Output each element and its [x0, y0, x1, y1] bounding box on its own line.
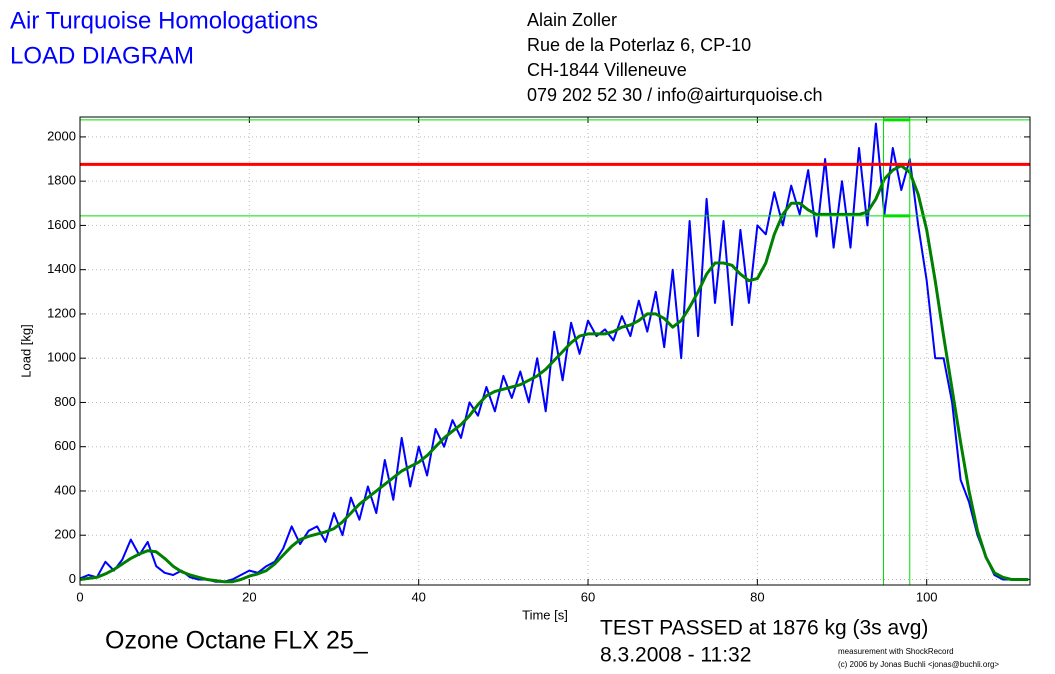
y-axis-label: Load [kg] — [18, 324, 33, 378]
title: Air Turquoise Homologations — [10, 7, 318, 34]
y-tick-label: 0 — [69, 571, 76, 586]
result: TEST PASSED at 1876 kg (3s avg) — [600, 617, 928, 640]
date: 8.3.2008 - 11:32 — [600, 644, 751, 667]
plot-area — [80, 117, 1030, 585]
credit: (c) 2006 by Jonas Buchli <jonas@buchli.o… — [838, 660, 999, 669]
model: Ozone Octane FLX 25_ — [105, 627, 369, 655]
x-tick-label: 20 — [242, 589, 256, 604]
x-tick-label: 0 — [76, 589, 83, 604]
y-tick-label: 200 — [54, 527, 76, 542]
x-axis-label: Time [s] — [522, 607, 568, 622]
x-tick-label: 60 — [581, 589, 595, 604]
address-line: Rue de la Poterlaz 6, CP-10 — [527, 35, 751, 55]
credit: measurement with ShockRecord — [838, 647, 954, 656]
y-tick-label: 600 — [54, 438, 76, 453]
y-tick-label: 1000 — [47, 350, 76, 365]
x-tick-label: 80 — [750, 589, 764, 604]
plot-frame — [79, 116, 1031, 586]
series-line — [79, 164, 1029, 584]
address-line: 079 202 52 30 / info@airturquoise.ch — [527, 85, 822, 105]
x-tick-label: 100 — [916, 589, 938, 604]
y-tick-label: 1800 — [47, 173, 76, 188]
address-line: CH-1844 Villeneuve — [527, 60, 687, 80]
y-tick-label: 1200 — [47, 305, 76, 320]
y-tick-label: 1600 — [47, 217, 76, 232]
y-tick-label: 1400 — [47, 261, 76, 276]
y-tick-label: 400 — [54, 482, 76, 497]
x-tick-label: 40 — [411, 589, 425, 604]
address-line: Alain Zoller — [527, 10, 617, 30]
series-line — [79, 122, 1029, 583]
y-tick-label: 2000 — [47, 128, 76, 143]
subtitle: LOAD DIAGRAM — [10, 42, 194, 69]
y-tick-label: 800 — [54, 394, 76, 409]
